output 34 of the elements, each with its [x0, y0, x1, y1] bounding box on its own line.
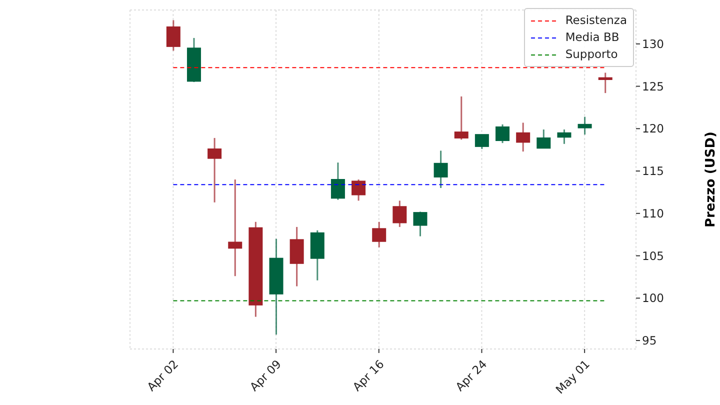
x-tick-label: Apr 02	[144, 356, 182, 394]
legend-label: Resistenza	[565, 12, 627, 29]
legend-label: Media BB	[565, 29, 620, 46]
candlestick	[496, 124, 510, 144]
candlestick	[557, 128, 572, 145]
candlestick	[228, 178, 242, 277]
candlestick	[290, 226, 304, 288]
y-tick-label: 95	[642, 334, 657, 348]
candlestick	[392, 200, 407, 228]
legend-label: Supporto	[565, 46, 618, 63]
candlestick	[474, 134, 489, 150]
y-tick-label: 130	[642, 36, 664, 51]
candlestick	[352, 178, 366, 202]
y-tick-label: 125	[642, 79, 664, 94]
candlestick	[330, 162, 345, 201]
y-tick-label: 105	[642, 248, 664, 263]
candlestick	[166, 19, 180, 52]
candlestick	[598, 72, 612, 94]
x-tick-label: Apr 09	[247, 356, 284, 394]
x-tick-label: Apr 16	[350, 356, 387, 394]
y-tick-label: 100	[642, 291, 664, 306]
candlestick	[454, 96, 468, 140]
candlestick	[208, 137, 222, 204]
y-tick-label: 115	[642, 164, 664, 178]
y-tick-label: 110	[642, 206, 664, 220]
candlestick	[413, 210, 428, 238]
candlestick	[434, 150, 448, 189]
candlestick	[536, 128, 551, 149]
candlestick	[516, 122, 530, 152]
x-tick-label: Apr 24	[452, 356, 490, 394]
y-axis-title: Prezzo (USD)	[704, 132, 719, 228]
candlestick	[578, 116, 592, 136]
candlestick	[372, 221, 386, 248]
y-tick-label: 120	[642, 122, 664, 136]
